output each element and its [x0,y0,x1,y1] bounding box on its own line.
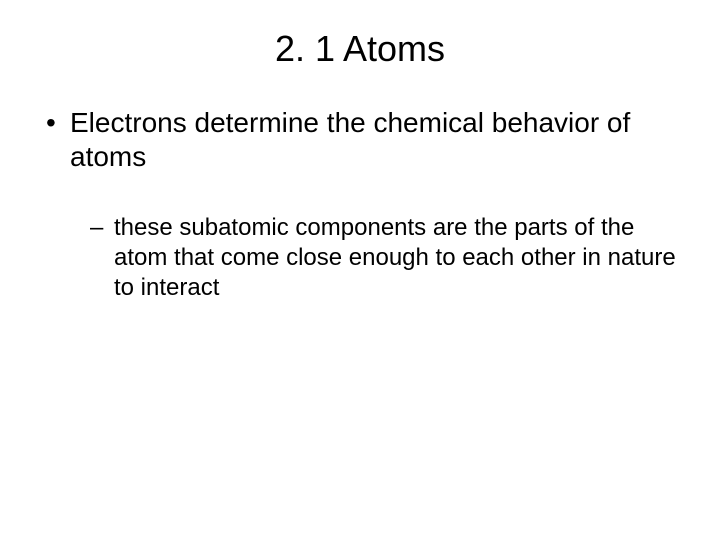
sub-bullet-text: these subatomic components are the parts… [114,214,676,301]
list-item: Electrons determine the chemical behavio… [42,106,678,303]
bullet-list-level1: Electrons determine the chemical behavio… [42,106,678,303]
slide-title: 2. 1 Atoms [42,28,678,70]
slide-container: 2. 1 Atoms Electrons determine the chemi… [0,0,720,540]
list-item: these subatomic components are the parts… [90,213,678,303]
bullet-list-level2: these subatomic components are the parts… [90,213,678,303]
bullet-text: Electrons determine the chemical behavio… [70,107,630,172]
